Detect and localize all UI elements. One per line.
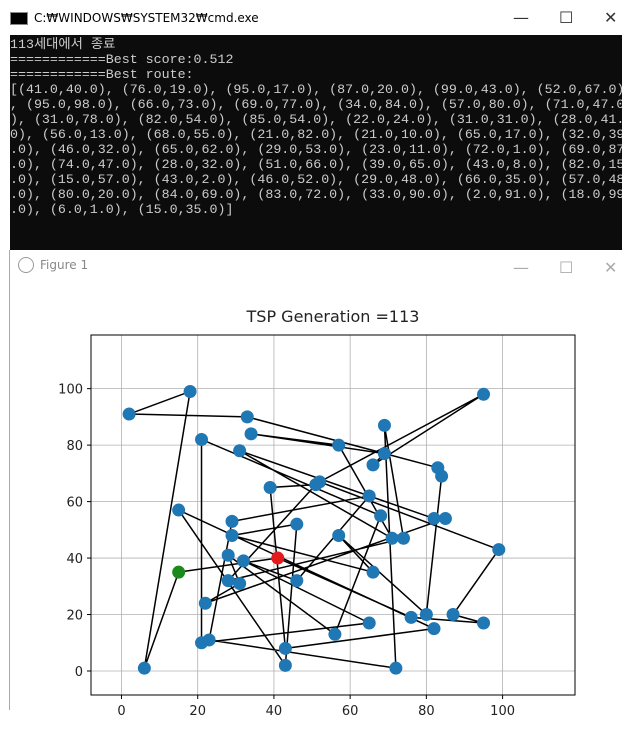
city-point <box>222 574 235 587</box>
city-point <box>389 662 402 675</box>
city-point <box>138 662 151 675</box>
city-point <box>233 577 246 590</box>
console-line: .0), (80.0,20.0), (84.0,69.0), (83.0,72.… <box>10 187 622 202</box>
city-point <box>427 512 440 525</box>
y-tick-label: 100 <box>58 383 83 398</box>
y-tick-label: 40 <box>66 552 83 567</box>
start-point <box>271 552 284 565</box>
console: 113세대에서 종료============Best score:0.512==… <box>10 35 622 252</box>
chart: TSP Generation =113 0 20 40 60 80 100 0 20 40 60 8… <box>0 280 622 731</box>
city-point <box>477 388 490 401</box>
city-point <box>237 554 250 567</box>
end-point <box>172 566 185 579</box>
city-point <box>279 659 292 672</box>
city-point <box>431 461 444 474</box>
city-point <box>199 597 212 610</box>
city-point <box>374 509 387 522</box>
city-point <box>328 628 341 641</box>
city-point <box>363 617 376 630</box>
x-tick-label: 20 <box>189 704 206 719</box>
city-point <box>332 439 345 452</box>
city-point <box>367 566 380 579</box>
maximize-button[interactable]: ☐ <box>559 8 573 27</box>
cmd-icon <box>10 12 28 25</box>
city-point <box>264 481 277 494</box>
city-point <box>477 617 490 630</box>
y-tick-label: 80 <box>66 439 83 454</box>
city-point <box>405 611 418 624</box>
y-tick-label: 20 <box>66 609 83 624</box>
city-point <box>447 608 460 621</box>
console-line: .0), (46.0,32.0), (65.0,62.0), (29.0,53.… <box>10 142 622 157</box>
city-point <box>290 574 303 587</box>
city-point <box>386 532 399 545</box>
minimize-button[interactable]: — <box>513 8 529 27</box>
city-point <box>222 549 235 562</box>
close-button[interactable]: ✕ <box>604 258 617 277</box>
city-point <box>290 518 303 531</box>
console-line: ============Best score:0.512 <box>10 52 622 67</box>
console-line: 0), (56.0,13.0), (68.0,55.0), (21.0,82.0… <box>10 127 622 142</box>
x-tick-label: 100 <box>490 704 515 719</box>
city-point <box>378 447 391 460</box>
figure-title: Figure 1 <box>40 258 88 272</box>
city-point <box>363 489 376 502</box>
console-line: .0), (74.0,47.0), (28.0,32.0), (51.0,66.… <box>10 157 622 172</box>
chart-title: TSP Generation =113 <box>246 307 420 326</box>
city-point <box>492 543 505 556</box>
city-point <box>420 608 433 621</box>
city-point <box>309 478 322 491</box>
city-point <box>203 633 216 646</box>
city-point <box>241 410 254 423</box>
city-point <box>245 427 258 440</box>
console-line: [(41.0,40.0), (76.0,19.0), (95.0,17.0), … <box>10 82 622 97</box>
city-point <box>226 515 239 528</box>
console-line: 113세대에서 종료 <box>10 37 622 52</box>
city-point <box>439 512 452 525</box>
city-point <box>427 622 440 635</box>
city-point <box>279 642 292 655</box>
console-line: , (95.0,98.0), (66.0,73.0), (69.0,77.0),… <box>10 97 622 112</box>
cmd-title: C:₩WINDOWS₩SYSTEM32₩cmd.exe <box>34 11 259 25</box>
y-tick-label: 60 <box>66 496 83 511</box>
maximize-button[interactable]: ☐ <box>559 258 573 277</box>
cmd-titlebar: C:₩WINDOWS₩SYSTEM32₩cmd.exe — ☐ ✕ <box>0 0 622 35</box>
city-point <box>195 433 208 446</box>
console-line: .0), (15.0,57.0), (43.0,2.0), (46.0,52.0… <box>10 172 622 187</box>
y-tick-label: 0 <box>75 665 83 680</box>
x-tick-label: 60 <box>342 704 359 719</box>
figure-icon <box>18 257 34 273</box>
console-line: ============Best route: <box>10 67 622 82</box>
city-point <box>226 529 239 542</box>
city-point <box>378 419 391 432</box>
x-tick-label: 0 <box>117 704 125 719</box>
city-point <box>367 458 380 471</box>
city-point <box>172 504 185 517</box>
x-tick-label: 40 <box>266 704 283 719</box>
city-point <box>332 529 345 542</box>
page: {"console": {"title": "C:₩WINDOWS₩SYSTEM… <box>0 0 622 731</box>
x-tick-label: 80 <box>418 704 435 719</box>
console-line: .0), (6.0,1.0), (15.0,35.0)] <box>10 202 622 217</box>
route-line <box>129 391 499 668</box>
figure-titlebar: Figure 1 — ☐ ✕ <box>10 250 622 280</box>
city-point <box>184 385 197 398</box>
city-point <box>123 408 136 421</box>
city-point <box>397 532 410 545</box>
console-line: ), (31.0,78.0), (82.0,54.0), (85.0,54.0)… <box>10 112 622 127</box>
city-point <box>233 444 246 457</box>
screen: C:₩WINDOWS₩SYSTEM32₩cmd.exe — ☐ ✕ 113세대에… <box>0 0 622 731</box>
minimize-button[interactable]: — <box>513 258 529 277</box>
close-button[interactable]: ✕ <box>604 8 617 27</box>
